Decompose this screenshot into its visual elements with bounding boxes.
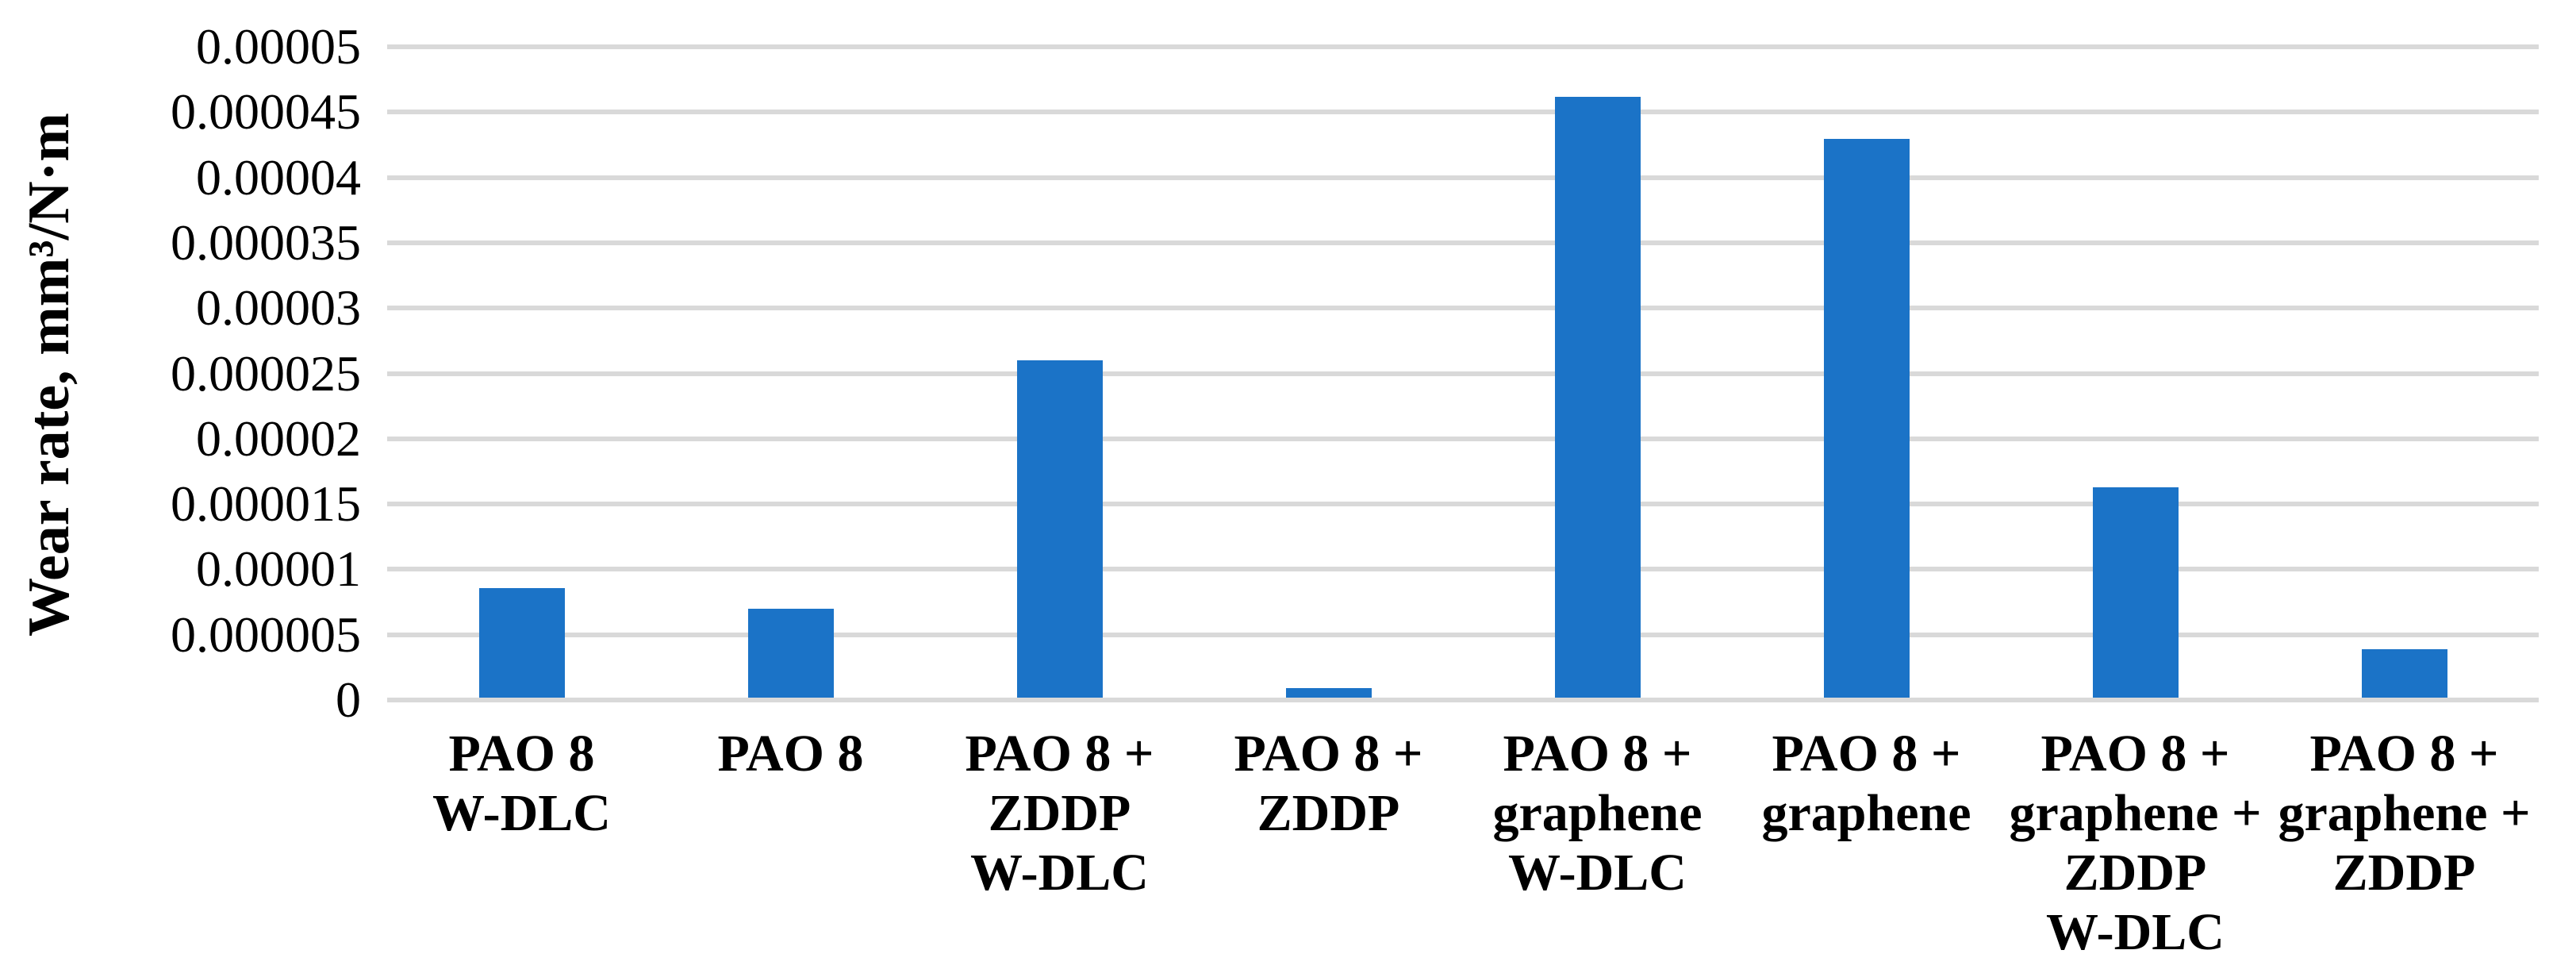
y-tick-label: 0.00005 [196,18,361,75]
y-tick-label: 0.00002 [196,410,361,467]
y-tick-label: 0.000025 [171,344,361,402]
gridline [387,371,2539,376]
y-tick-label: 0.000005 [171,606,361,663]
bar-slot [1732,47,2001,698]
x-category-label: PAO 8 + graphene + ZDDP [2278,725,2531,902]
bar-4 [1285,688,1372,698]
y-tick-label: 0 [336,671,361,728]
y-tick-label: 0.000035 [171,213,361,271]
gridline [387,175,2539,180]
gridline [387,436,2539,441]
plot-area [387,44,2539,702]
x-category-label: PAO 8 + graphene [1761,725,1971,842]
bar-slot [387,47,656,698]
gridline [387,502,2539,507]
gridline [387,698,2539,702]
gridline [387,44,2539,49]
x-category-label: PAO 8 + graphene + ZDDP W-DLC [2009,725,2262,961]
gridline [387,567,2539,572]
gridline [387,110,2539,115]
x-axis-category-labels: PAO 8 W-DLC PAO 8 PAO 8 + ZDDP W-DLC PAO 8 … [387,724,2539,962]
y-tick-label: 0.00003 [196,279,361,337]
bar-5 [1554,97,1641,698]
bars-container [387,47,2539,698]
bar-slot [1194,47,1463,698]
x-category-label: PAO 8 + ZDDP W-DLC [965,725,1154,902]
x-category-label: PAO 8 + ZDDP [1234,725,1423,842]
y-tick-label: 0.00004 [196,148,361,206]
bar-slot [925,47,1194,698]
bar-slot [656,47,925,698]
bar-6 [1823,139,1910,698]
x-category-label: PAO 8 [717,725,864,783]
bar-slot [2270,47,2539,698]
x-category-label: PAO 8 + graphene W-DLC [1492,725,1703,902]
gridline [387,632,2539,637]
y-tick-label: 0.000045 [171,83,361,140]
bar-slot [1463,47,1732,698]
y-tick-label: 0.00001 [196,540,361,598]
x-category-label: PAO 8 W-DLC [432,725,611,842]
bar-slot [2001,47,2270,698]
bar-2 [747,609,834,698]
bar-3 [1016,360,1103,698]
bar-8 [2361,649,2447,698]
bar-1 [478,588,565,698]
bar-7 [2092,487,2179,698]
gridline [387,240,2539,245]
gridline [387,306,2539,311]
y-tick-label: 0.000015 [171,475,361,533]
